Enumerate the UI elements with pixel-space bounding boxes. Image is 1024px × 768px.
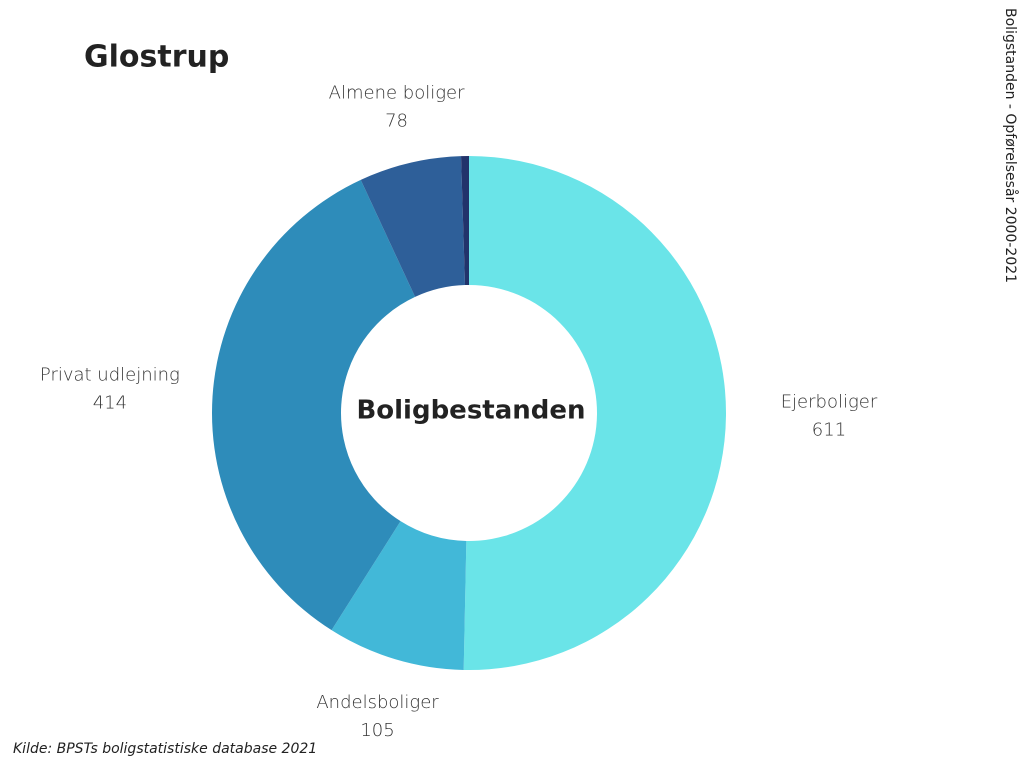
slice-value: 78 — [385, 111, 408, 132]
slice-label: Almene boliger — [329, 83, 465, 104]
donut-slice — [211, 179, 416, 631]
center-label: Boligbestanden — [356, 396, 585, 426]
slice-label: Privat udlejning — [40, 365, 180, 386]
chart-title: Glostrup — [84, 40, 229, 75]
slice-value: 611 — [812, 420, 846, 441]
donut-slice — [463, 156, 727, 670]
donut-slice — [360, 156, 466, 297]
slice-value: 105 — [360, 720, 394, 741]
donut-slice — [461, 156, 469, 286]
slice-label: Ejerboliger — [781, 392, 878, 413]
side-note: Boligstanden - Opførelsesår 2000-2021 — [1002, 8, 1019, 283]
slice-label: Andelsboliger — [316, 692, 439, 713]
slice-value: 414 — [93, 393, 127, 414]
source: Kilde: BPSTs boligstatistiske database 2… — [13, 741, 317, 757]
donut-slice — [331, 521, 467, 670]
